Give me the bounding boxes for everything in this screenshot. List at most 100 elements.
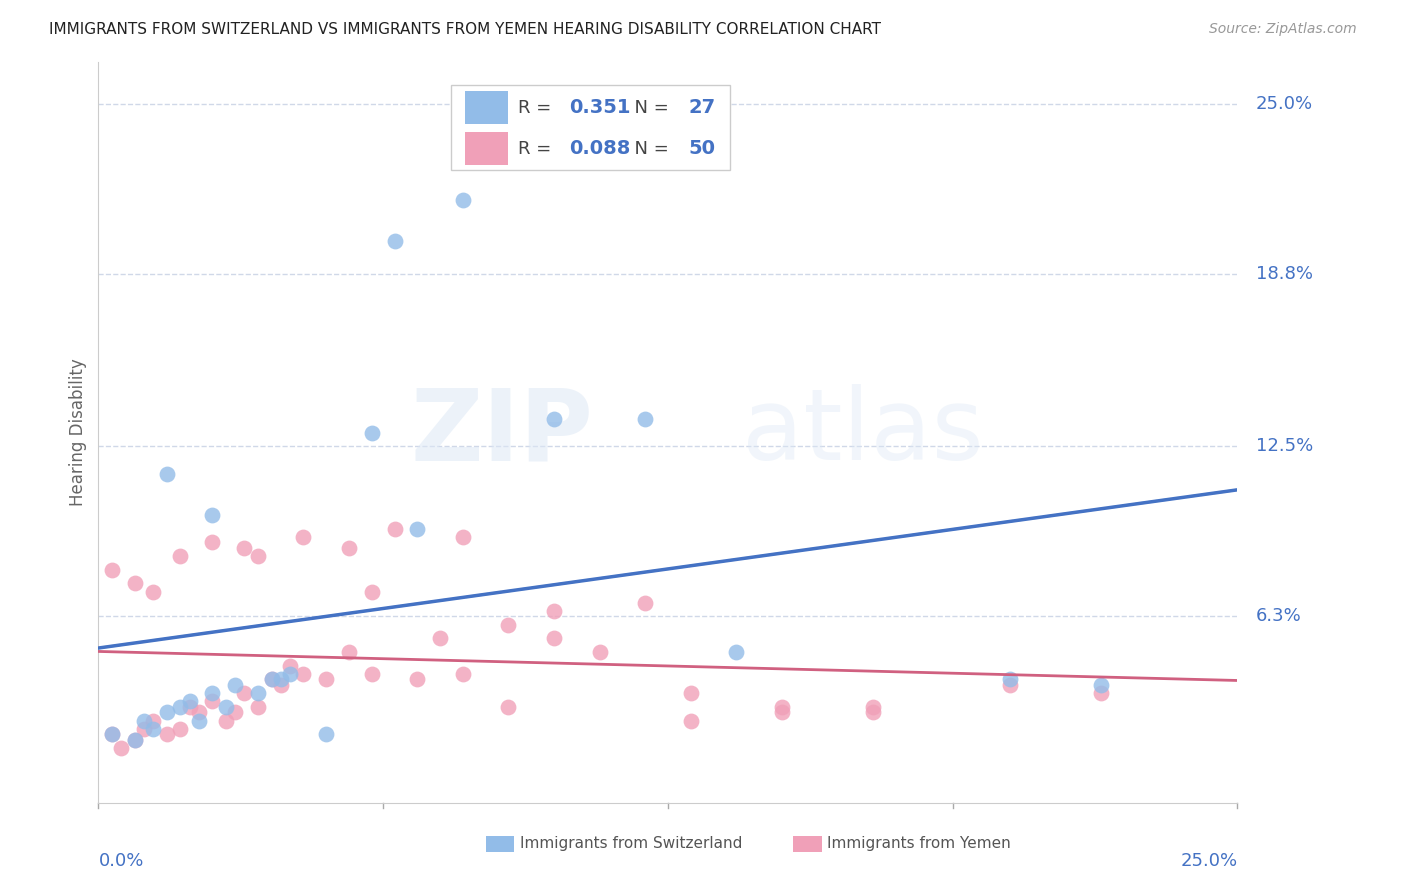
Text: 18.8%: 18.8% [1256, 265, 1313, 283]
Bar [485, 836, 515, 853]
Point [451, 530, 474, 544]
Point [337, 645, 360, 659]
Point [187, 714, 209, 728]
Point [292, 667, 315, 681]
Point [429, 632, 451, 646]
Point [124, 732, 146, 747]
Point [156, 727, 179, 741]
Point [998, 673, 1021, 687]
Text: atlas: atlas [742, 384, 984, 481]
Text: 0.0%: 0.0% [98, 852, 143, 871]
Point [679, 686, 702, 700]
Point [337, 541, 360, 555]
Point [384, 522, 406, 536]
Text: ZIP: ZIP [411, 384, 593, 481]
Point [634, 412, 657, 426]
Point [215, 714, 238, 728]
Point [233, 686, 256, 700]
Point [124, 576, 146, 591]
Point [278, 658, 301, 673]
FancyBboxPatch shape [451, 85, 731, 169]
Point [360, 584, 382, 599]
Point [246, 686, 269, 700]
Point [246, 549, 269, 563]
Point [132, 714, 155, 728]
Bar [465, 132, 509, 165]
Text: 0.351: 0.351 [569, 98, 630, 117]
Point [179, 694, 201, 708]
Point [770, 699, 793, 714]
Point [142, 714, 165, 728]
Point [187, 706, 209, 720]
Point [543, 412, 565, 426]
Point [770, 706, 793, 720]
Point [543, 604, 565, 618]
Point [360, 667, 382, 681]
Text: IMMIGRANTS FROM SWITZERLAND VS IMMIGRANTS FROM YEMEN HEARING DISABILITY CORRELAT: IMMIGRANTS FROM SWITZERLAND VS IMMIGRANT… [49, 22, 882, 37]
Point [179, 699, 201, 714]
Point [101, 563, 124, 577]
Bar [465, 92, 509, 124]
Point [132, 722, 155, 736]
Point [406, 673, 429, 687]
Point [215, 699, 238, 714]
Point [862, 699, 884, 714]
Point [260, 673, 283, 687]
Point [110, 741, 132, 756]
Point [384, 234, 406, 248]
Point [543, 632, 565, 646]
Point [498, 699, 520, 714]
Point [169, 699, 191, 714]
Point [101, 727, 124, 741]
Point [451, 193, 474, 207]
Point [169, 722, 191, 736]
Text: Source: ZipAtlas.com: Source: ZipAtlas.com [1209, 22, 1357, 37]
Point [315, 673, 337, 687]
Point [1090, 686, 1112, 700]
Point [201, 535, 224, 549]
Point [124, 732, 146, 747]
Point [634, 596, 657, 610]
Text: 12.5%: 12.5% [1256, 437, 1313, 455]
Text: R =: R = [517, 139, 557, 158]
Point [156, 467, 179, 481]
Point [156, 706, 179, 720]
Bar [793, 836, 821, 853]
Point [201, 694, 224, 708]
Point [292, 530, 315, 544]
Text: N =: N = [623, 99, 675, 117]
Point [278, 667, 301, 681]
Point [862, 706, 884, 720]
Point [498, 617, 520, 632]
Point [201, 508, 224, 522]
Point [224, 706, 246, 720]
Point [1090, 678, 1112, 692]
Point [246, 699, 269, 714]
Y-axis label: Hearing Disability: Hearing Disability [69, 359, 87, 507]
Text: Immigrants from Switzerland: Immigrants from Switzerland [520, 836, 742, 851]
Point [233, 541, 256, 555]
Text: N =: N = [623, 139, 675, 158]
Point [270, 678, 292, 692]
Point [270, 673, 292, 687]
Point [451, 667, 474, 681]
Text: R =: R = [517, 99, 557, 117]
Point [260, 673, 283, 687]
Point [998, 678, 1021, 692]
Point [406, 522, 429, 536]
Point [588, 645, 610, 659]
Point [224, 678, 246, 692]
Text: 6.3%: 6.3% [1256, 607, 1301, 625]
Text: 50: 50 [689, 139, 716, 158]
Point [725, 645, 748, 659]
Text: 27: 27 [689, 98, 716, 117]
Text: 25.0%: 25.0% [1256, 95, 1313, 112]
Point [169, 549, 191, 563]
Text: Immigrants from Yemen: Immigrants from Yemen [827, 836, 1011, 851]
Point [142, 722, 165, 736]
Point [101, 727, 124, 741]
Point [201, 686, 224, 700]
Point [315, 727, 337, 741]
Text: 25.0%: 25.0% [1180, 852, 1237, 871]
Point [679, 714, 702, 728]
